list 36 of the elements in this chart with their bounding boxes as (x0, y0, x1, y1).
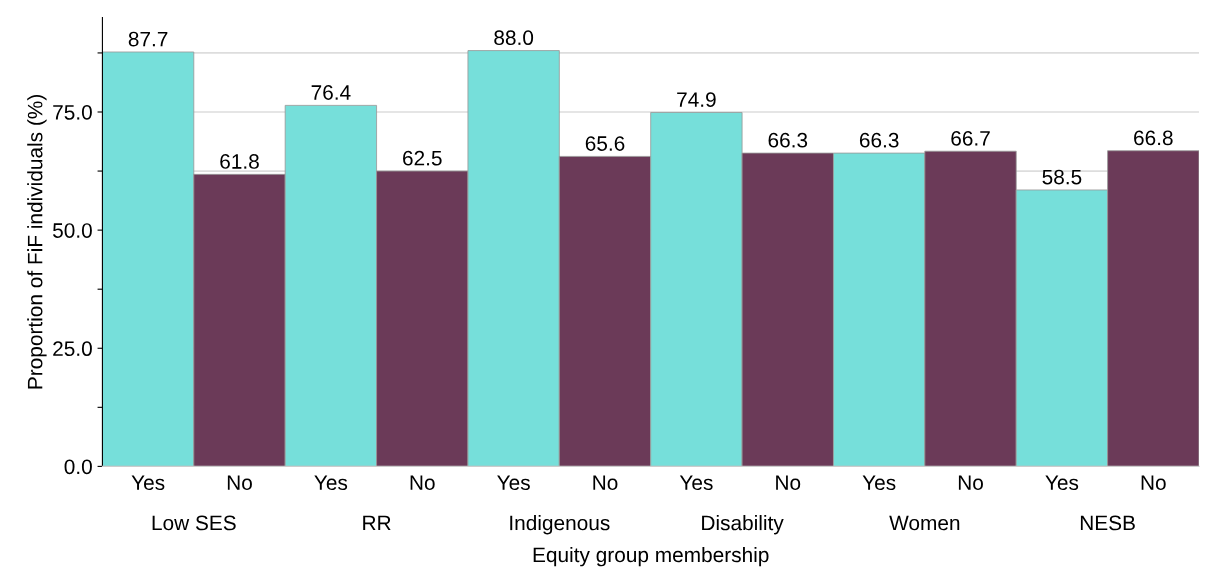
data-label: 66.8 (1134, 130, 1173, 146)
x-tick-label: Yes (1045, 475, 1079, 491)
x-axis-title: Equity group membership (533, 546, 769, 567)
data-label: 88.0 (494, 30, 534, 46)
text: Women (889, 515, 960, 531)
y-tick-label: 75.0 (53, 105, 92, 120)
text: RR (363, 515, 391, 531)
x-tick-label: No (410, 475, 435, 491)
data-label: 76.4 (311, 85, 351, 100)
data-label: 61.8 (220, 154, 259, 169)
text: NESB (1080, 515, 1135, 531)
data-label: 66.7 (951, 130, 990, 146)
data-label: 62.5 (403, 150, 442, 166)
x-tick-label: Yes (314, 475, 348, 491)
x-tick-label: Yes (679, 475, 713, 491)
text: Disability (702, 515, 784, 535)
x-tick-label: No (958, 475, 983, 491)
text: Indigenous (510, 515, 610, 535)
data-label: 65.6 (585, 136, 625, 151)
x-tick-label: Yes (862, 475, 896, 491)
data-label: 74.9 (677, 92, 716, 107)
data-label: 66.3 (768, 132, 808, 148)
x-tick-label: Yes (497, 475, 530, 491)
y-axis-title: Proportion of FiF individuals (%) (27, 95, 47, 389)
x-tick-label: No (1141, 475, 1166, 491)
y-tick-label: 50.0 (52, 223, 92, 238)
data-label: 87.7 (128, 31, 168, 47)
x-tick-label: Yes (131, 475, 165, 491)
y-tick-label: 25.0 (53, 341, 92, 357)
y-tick-label: 0.0 (64, 459, 92, 475)
data-label: 66.3 (859, 132, 899, 148)
data-label: 58.5 (1042, 169, 1082, 185)
text: Low SES (152, 515, 236, 531)
x-tick-label: No (776, 475, 801, 491)
x-tick-label: No (593, 475, 618, 491)
x-tick-label: No (227, 475, 252, 491)
